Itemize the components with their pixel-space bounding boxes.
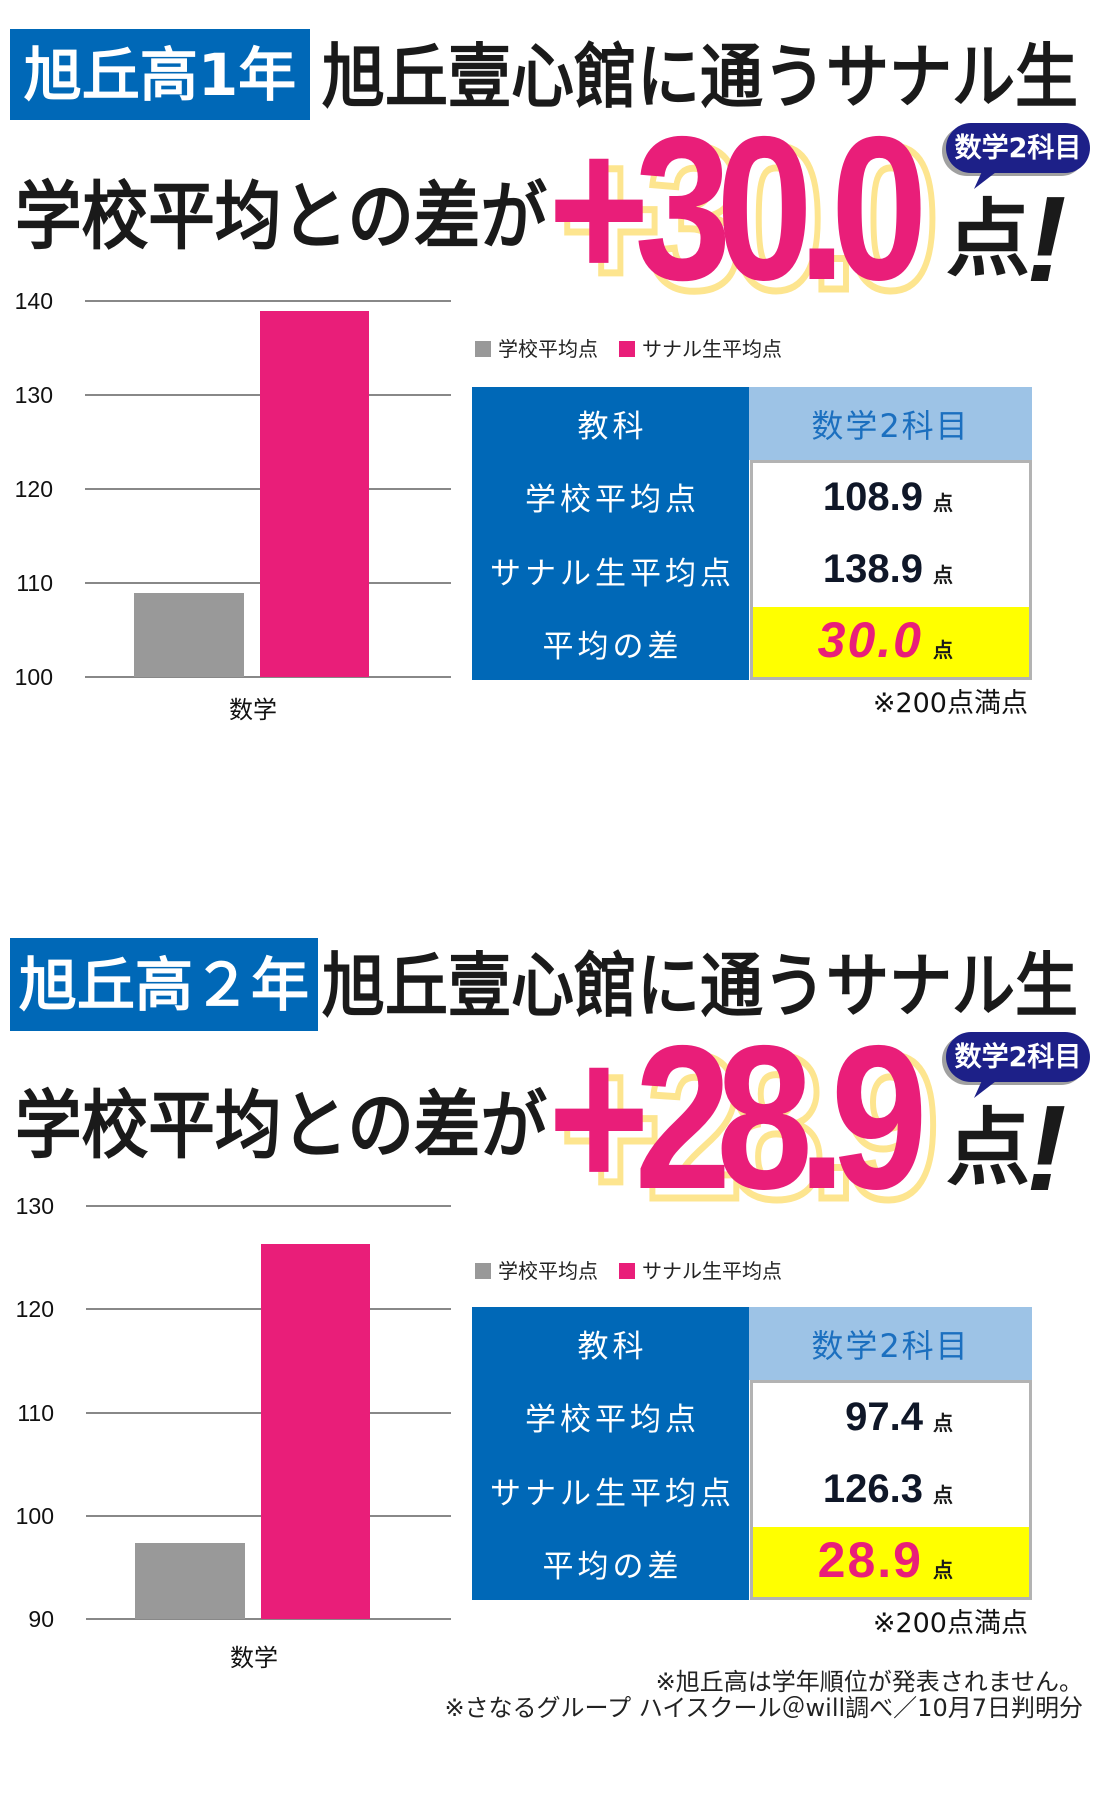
bar-school-average (134, 593, 244, 677)
table-label-column: 教科 学校平均点 サナル生平均点 平均の差 (472, 1307, 749, 1600)
gridline (86, 1205, 451, 1207)
school-average-value: 108.9 (822, 475, 923, 519)
gridline (85, 676, 451, 678)
row-label-sanaru-average: サナル生平均点 (490, 1475, 735, 1512)
legend-swatch-gray (475, 1263, 491, 1279)
legend-item-school-average: 学校平均点 (475, 1261, 598, 1281)
section-grade-2: 旭丘高２年 旭丘壹心館に通うサナル生 学校平均との差が +28.9 +28.9 … (0, 909, 1100, 1809)
sanaru-average-value: 126.3 (822, 1467, 923, 1511)
y-tick-label: 110 (16, 570, 53, 596)
row-label-school-average: 学校平均点 (525, 482, 700, 518)
points-unit: 点 (946, 190, 1031, 288)
legend-label: サナル生平均点 (642, 1259, 782, 1283)
bubble-label: 数学2科目 (954, 1041, 1082, 1073)
y-tick-label: 100 (15, 1502, 54, 1529)
school-average-value: 97.4 (845, 1395, 923, 1439)
y-tick-label: 120 (15, 1296, 54, 1323)
bubble-tail-icon (974, 1078, 1000, 1098)
footer-notes: ※旭丘高は学年順位が発表されません。 ※さなるグループ ハイスクール＠will調… (444, 1669, 1083, 1721)
headline: 旭丘壹心館に通うサナル生 (322, 945, 1078, 1027)
row-label-school-average: 学校平均点 (525, 1402, 700, 1438)
score-table: 教科 学校平均点 サナル生平均点 平均の差 数学2科目 97.4 点 126.3… (472, 1307, 1032, 1600)
subheadline: 学校平均との差が (15, 1083, 548, 1169)
y-tick-label: 90 (28, 1606, 54, 1632)
table-row-sanaru-average: 126.3 点 (753, 1455, 1029, 1527)
difference-value: 30.0 (817, 612, 923, 668)
unit-label: 点 (933, 1558, 953, 1582)
table-row-school-average: 108.9 点 (753, 463, 1029, 535)
y-tick-label: 120 (14, 476, 53, 502)
points-unit: 点 (946, 1099, 1031, 1197)
y-tick-label: 100 (14, 664, 53, 690)
footer-note-source: ※さなるグループ ハイスクール＠will調べ／10月7日判明分 (444, 1694, 1083, 1722)
x-category-label: 数学 (230, 1644, 278, 1672)
score-difference-shadow: +28.9 (557, 1013, 943, 1242)
chart-legend: 学校平均点 サナル生平均点 (475, 339, 782, 359)
unit-label: 点 (933, 638, 953, 662)
row-label-difference: 平均の差 (542, 1549, 683, 1585)
legend-item-sanaru-average: サナル生平均点 (619, 339, 782, 359)
legend-item-sanaru-average: サナル生平均点 (619, 1261, 782, 1281)
sanaru-average-value: 138.9 (822, 547, 923, 591)
row-label-difference: 平均の差 (542, 629, 683, 665)
legend-swatch-pink (619, 341, 635, 357)
legend-swatch-gray (475, 341, 491, 357)
bar-school-average (135, 1542, 245, 1619)
legend-label: 学校平均点 (498, 1259, 598, 1283)
max-score-note: ※200点満点 (872, 688, 1028, 719)
unit-label: 点 (933, 1483, 953, 1507)
score-difference-value: +30.0 (548, 94, 928, 323)
table-row-difference: 28.9 点 (753, 1527, 1029, 1597)
unit-label: 点 (933, 1411, 953, 1435)
grade-badge: 旭丘高1年 (10, 29, 310, 120)
y-tick-label: 110 (17, 1399, 54, 1426)
bar-sanaru-average (261, 1244, 370, 1619)
table-values: 97.4 点 126.3 点 28.9 点 (750, 1380, 1032, 1600)
unit-label: 点 (933, 563, 953, 587)
max-score-note: ※200点満点 (872, 1608, 1028, 1639)
headline: 旭丘壹心館に通うサナル生 (322, 36, 1078, 118)
legend-item-school-average: 学校平均点 (475, 339, 598, 359)
gridline (85, 300, 451, 302)
subject-speech-bubble: 数学2科目 (946, 123, 1090, 189)
unit-label: 点 (933, 491, 953, 515)
bubble-label: 数学2科目 (954, 132, 1082, 164)
score-difference-big: +28.9 +28.9 (548, 1015, 943, 1234)
score-table: 教科 学校平均点 サナル生平均点 平均の差 数学2科目 108.9 点 138.… (472, 387, 1032, 680)
grade-badge: 旭丘高２年 (10, 938, 318, 1031)
x-category-label: 数学 (229, 696, 277, 724)
legend-label: サナル生平均点 (642, 337, 782, 361)
y-tick-label: 130 (14, 382, 53, 408)
chart-legend: 学校平均点 サナル生平均点 (475, 1261, 782, 1281)
gridline (86, 1618, 451, 1620)
table-header-label: 教科 (577, 1329, 648, 1365)
bar-chart: 数学 90 100 110 120 130 (16, 1193, 451, 1670)
y-tick-label: 140 (14, 288, 53, 314)
table-row-school-average: 97.4 点 (753, 1383, 1029, 1455)
section-grade-1: 旭丘高1年 旭丘壹心館に通うサナル生 学校平均との差が +30.0 +30.0 … (0, 0, 1100, 900)
y-tick-label: 130 (15, 1193, 54, 1219)
exclamation-mark: ! (1026, 1080, 1067, 1216)
row-label-sanaru-average: サナル生平均点 (490, 555, 735, 592)
legend-label: 学校平均点 (498, 337, 598, 361)
subject-speech-bubble: 数学2科目 (946, 1032, 1090, 1098)
exclamation-mark: ! (1026, 171, 1067, 307)
table-row-sanaru-average: 138.9 点 (753, 535, 1029, 607)
bar-chart: 数学 100 110 120 130 140 (15, 288, 451, 722)
score-difference-shadow: +30.0 (557, 104, 943, 333)
table-values: 108.9 点 138.9 点 30.0 点 (750, 460, 1032, 680)
bubble-tail-icon (974, 169, 1000, 189)
footer-note-ranking: ※旭丘高は学年順位が発表されません。 (655, 1668, 1083, 1696)
bar-sanaru-average (260, 311, 369, 677)
table-label-column: 教科 学校平均点 サナル生平均点 平均の差 (472, 387, 749, 680)
subheadline: 学校平均との差が (15, 174, 548, 260)
table-header-subject: 数学2科目 (749, 387, 1032, 460)
table-header-label: 教科 (577, 409, 648, 445)
score-difference-big: +30.0 +30.0 (548, 106, 943, 325)
table-row-difference: 30.0 点 (753, 607, 1029, 677)
difference-value: 28.9 (817, 1532, 923, 1588)
legend-swatch-pink (619, 1263, 635, 1279)
score-difference-value: +28.9 (548, 1003, 928, 1232)
table-header-subject: 数学2科目 (749, 1307, 1032, 1380)
